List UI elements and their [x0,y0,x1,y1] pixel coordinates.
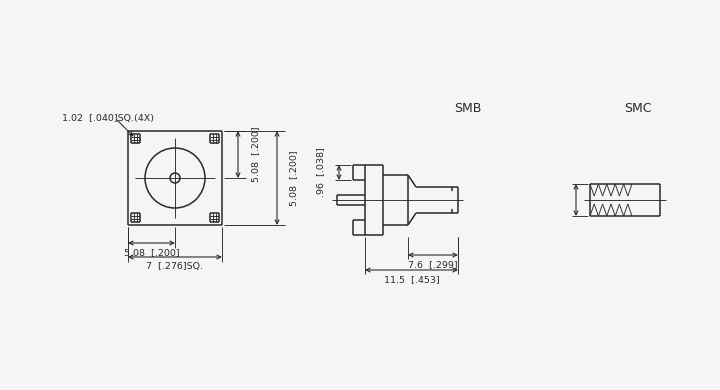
Text: 11.5  [.453]: 11.5 [.453] [384,275,439,284]
Text: 5.08  [.200]: 5.08 [.200] [289,150,299,206]
Text: 5.08  [.200]: 5.08 [.200] [124,248,179,257]
Text: .96  [.038]: .96 [.038] [317,148,325,197]
Text: 7.6  [.299]: 7.6 [.299] [408,261,458,269]
Text: 5.08  [.200]: 5.08 [.200] [251,127,261,182]
Text: 7  [.276]SQ.: 7 [.276]SQ. [146,262,204,271]
Text: SMB: SMB [454,101,482,115]
Text: SMC: SMC [624,101,652,115]
Text: 1.02  [.040]SQ.(4X): 1.02 [.040]SQ.(4X) [62,113,154,122]
